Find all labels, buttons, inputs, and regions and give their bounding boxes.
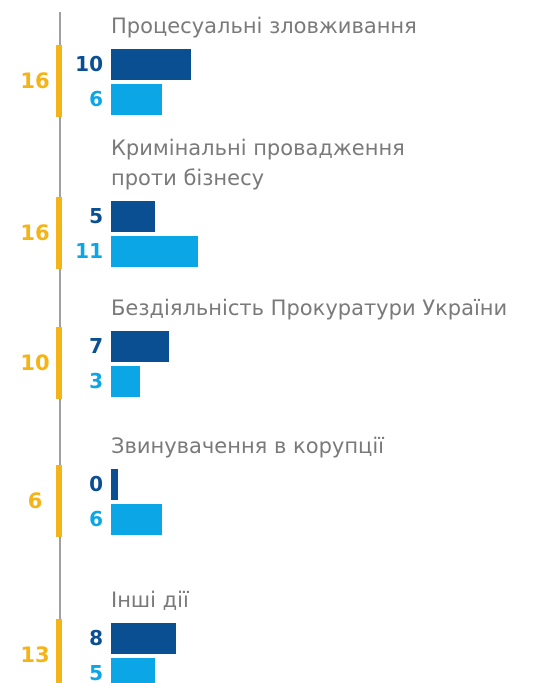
value-label: 6 <box>89 507 103 531</box>
total-label: 10 <box>20 351 50 375</box>
total-marker <box>56 327 62 399</box>
category-label: Бездіяльність Прокуратури України <box>111 296 508 320</box>
bar <box>111 469 118 500</box>
bar <box>111 84 162 115</box>
value-label: 5 <box>89 661 103 683</box>
value-label: 6 <box>89 87 103 111</box>
category-label: Звинувачення в корупції <box>111 434 385 458</box>
bar <box>111 504 162 535</box>
bar <box>111 366 140 397</box>
total-label: 16 <box>20 221 50 245</box>
total-label: 16 <box>20 69 50 93</box>
bar <box>111 49 191 80</box>
total-label: 6 <box>27 489 43 513</box>
bar <box>111 658 155 683</box>
value-label: 3 <box>89 369 103 393</box>
value-label: 11 <box>75 239 103 263</box>
category-label: Інші дії <box>111 588 189 612</box>
category-label: Кримінальні провадження проти бізнесу <box>111 136 405 190</box>
value-label: 7 <box>89 334 103 358</box>
total-marker <box>56 197 62 269</box>
bar <box>111 236 199 267</box>
bar <box>111 201 155 232</box>
value-label: 10 <box>75 52 103 76</box>
bar <box>111 623 177 654</box>
total-label: 13 <box>20 643 50 667</box>
value-label: 5 <box>89 204 103 228</box>
value-label: 0 <box>89 472 103 496</box>
bar <box>111 331 170 362</box>
value-label: 8 <box>89 626 103 650</box>
category-label: Процесуальні зловживання <box>111 14 417 38</box>
total-marker <box>56 619 62 683</box>
total-marker <box>56 465 62 537</box>
total-marker <box>56 45 62 117</box>
